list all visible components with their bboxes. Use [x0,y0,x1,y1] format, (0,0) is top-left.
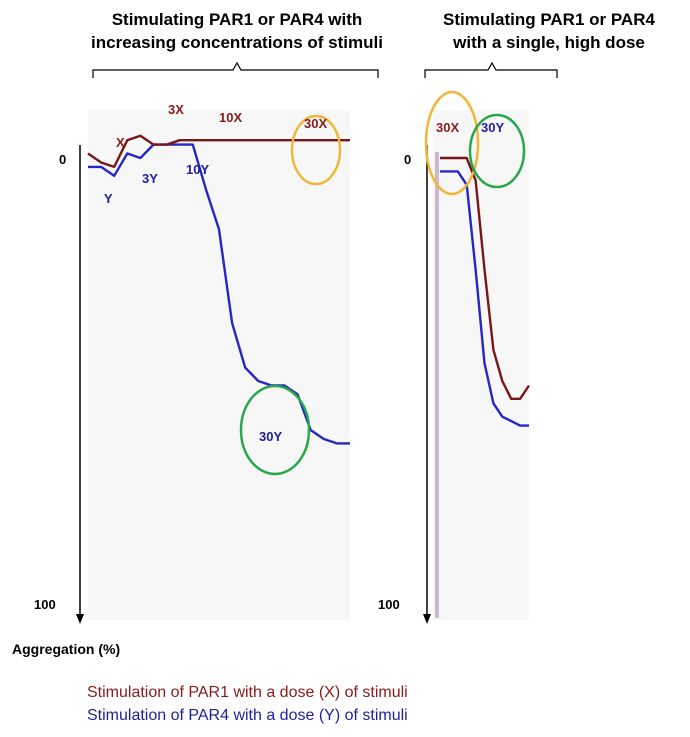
annotation-30x-right: 30X [436,120,459,135]
heading-right-line1: Stimulating PAR1 or PAR4 [443,10,655,29]
highlight-circle-green [239,384,311,476]
heading-left-line2: increasing concentrations of stimuli [91,33,383,52]
highlight-circle-yellow [424,90,480,196]
series-line-par4-left [88,143,350,445]
annotation-30y: 30Y [259,429,282,444]
axis-label-aggregation: Aggregation (%) [12,641,121,657]
ytick-right-0: 0 [404,152,411,167]
arrow-down-icon [76,614,84,624]
heading-right-line2: with a single, high dose [452,33,645,52]
legend-par1: Stimulation of PAR1 with a dose (X) of s… [87,684,408,701]
annotation-30x: 30X [304,116,327,131]
arrow-down-icon [423,614,431,624]
annotation-3y: 3Y [142,171,158,186]
annotation-30y-right: 30Y [481,120,504,135]
ytick-left-0: 0 [59,152,66,167]
brace-right [424,61,558,78]
series-line-par1-right [440,156,530,400]
series-line-par4-right [440,170,529,427]
annotation-10y: 10Y [186,162,209,177]
annotation-x: X [116,135,125,150]
ytick-right-100: 100 [378,597,400,612]
series-line-par1-left [87,134,350,169]
ytick-left-100: 100 [34,597,56,612]
highlight-circle-yellow [290,114,342,186]
left-panel-bg [88,110,350,620]
heading-left-line1: Stimulating PAR1 or PAR4 with [112,10,363,29]
annotation-y: Y [104,191,113,206]
legend-par4: Stimulation of PAR4 with a dose (Y) of s… [87,707,408,724]
annotation-10x: 10X [219,110,242,125]
brace-left [92,61,379,78]
highlight-circle-green [468,113,526,189]
right-panel-bg [433,110,529,620]
annotation-3x: 3X [168,102,184,117]
